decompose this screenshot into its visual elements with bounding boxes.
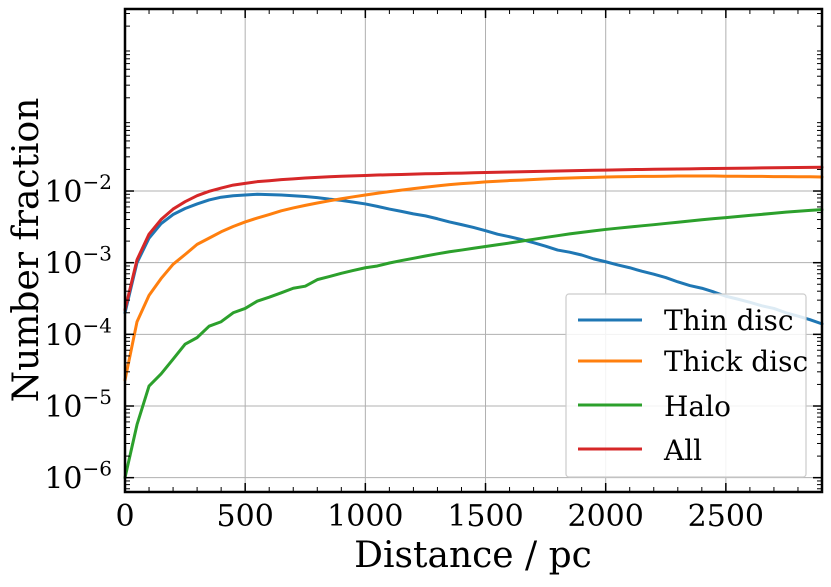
y-tick-label: 10−5 (44, 385, 112, 425)
y-tick-exponent: −2 (83, 170, 112, 194)
series-lines (123, 165, 824, 480)
y-tick-exponent: −6 (83, 457, 112, 481)
legend-label-thick-disc: Thick disc (664, 345, 808, 378)
y-tick-label: 10−3 (44, 242, 112, 282)
y-tick-base: 10 (44, 247, 82, 282)
series-line-thick-disc (123, 174, 824, 382)
y-tick-base: 10 (44, 175, 82, 210)
x-tick-label: 2500 (688, 499, 764, 534)
y-tick-label: 10−6 (44, 457, 112, 497)
x-axis-label: Distance / pc (354, 535, 592, 576)
y-tick-label: 10−4 (44, 313, 112, 353)
x-tick-label: 1500 (447, 499, 523, 534)
y-tick-base: 10 (44, 390, 82, 425)
legend-box (565, 293, 807, 478)
y-tick-exponent: −3 (83, 242, 112, 266)
x-tick-label: 0 (115, 499, 134, 534)
axis-ticks (124, 9, 823, 492)
y-tick-label: 10−2 (44, 170, 112, 210)
series-line-thin-disc (123, 192, 824, 326)
x-tick-label: 1000 (327, 499, 403, 534)
x-tick-label: 2000 (568, 499, 644, 534)
legend-label-halo: Halo (664, 390, 731, 423)
x-tick-label: 500 (217, 499, 274, 534)
y-axis-label: Number fraction (6, 98, 47, 403)
legend: Thin disc Thick disc Halo All (565, 293, 808, 478)
legend-label-thin-disc: Thin disc (664, 304, 794, 337)
y-tick-base: 10 (44, 462, 82, 497)
series-line-all (123, 165, 824, 312)
y-tick-exponent: −5 (83, 385, 112, 409)
plot-frame (123, 7, 824, 494)
series-line-halo (123, 208, 824, 480)
y-tick-exponent: −4 (83, 313, 112, 337)
y-tick-base: 10 (44, 318, 82, 353)
legend-label-all: All (663, 434, 702, 467)
